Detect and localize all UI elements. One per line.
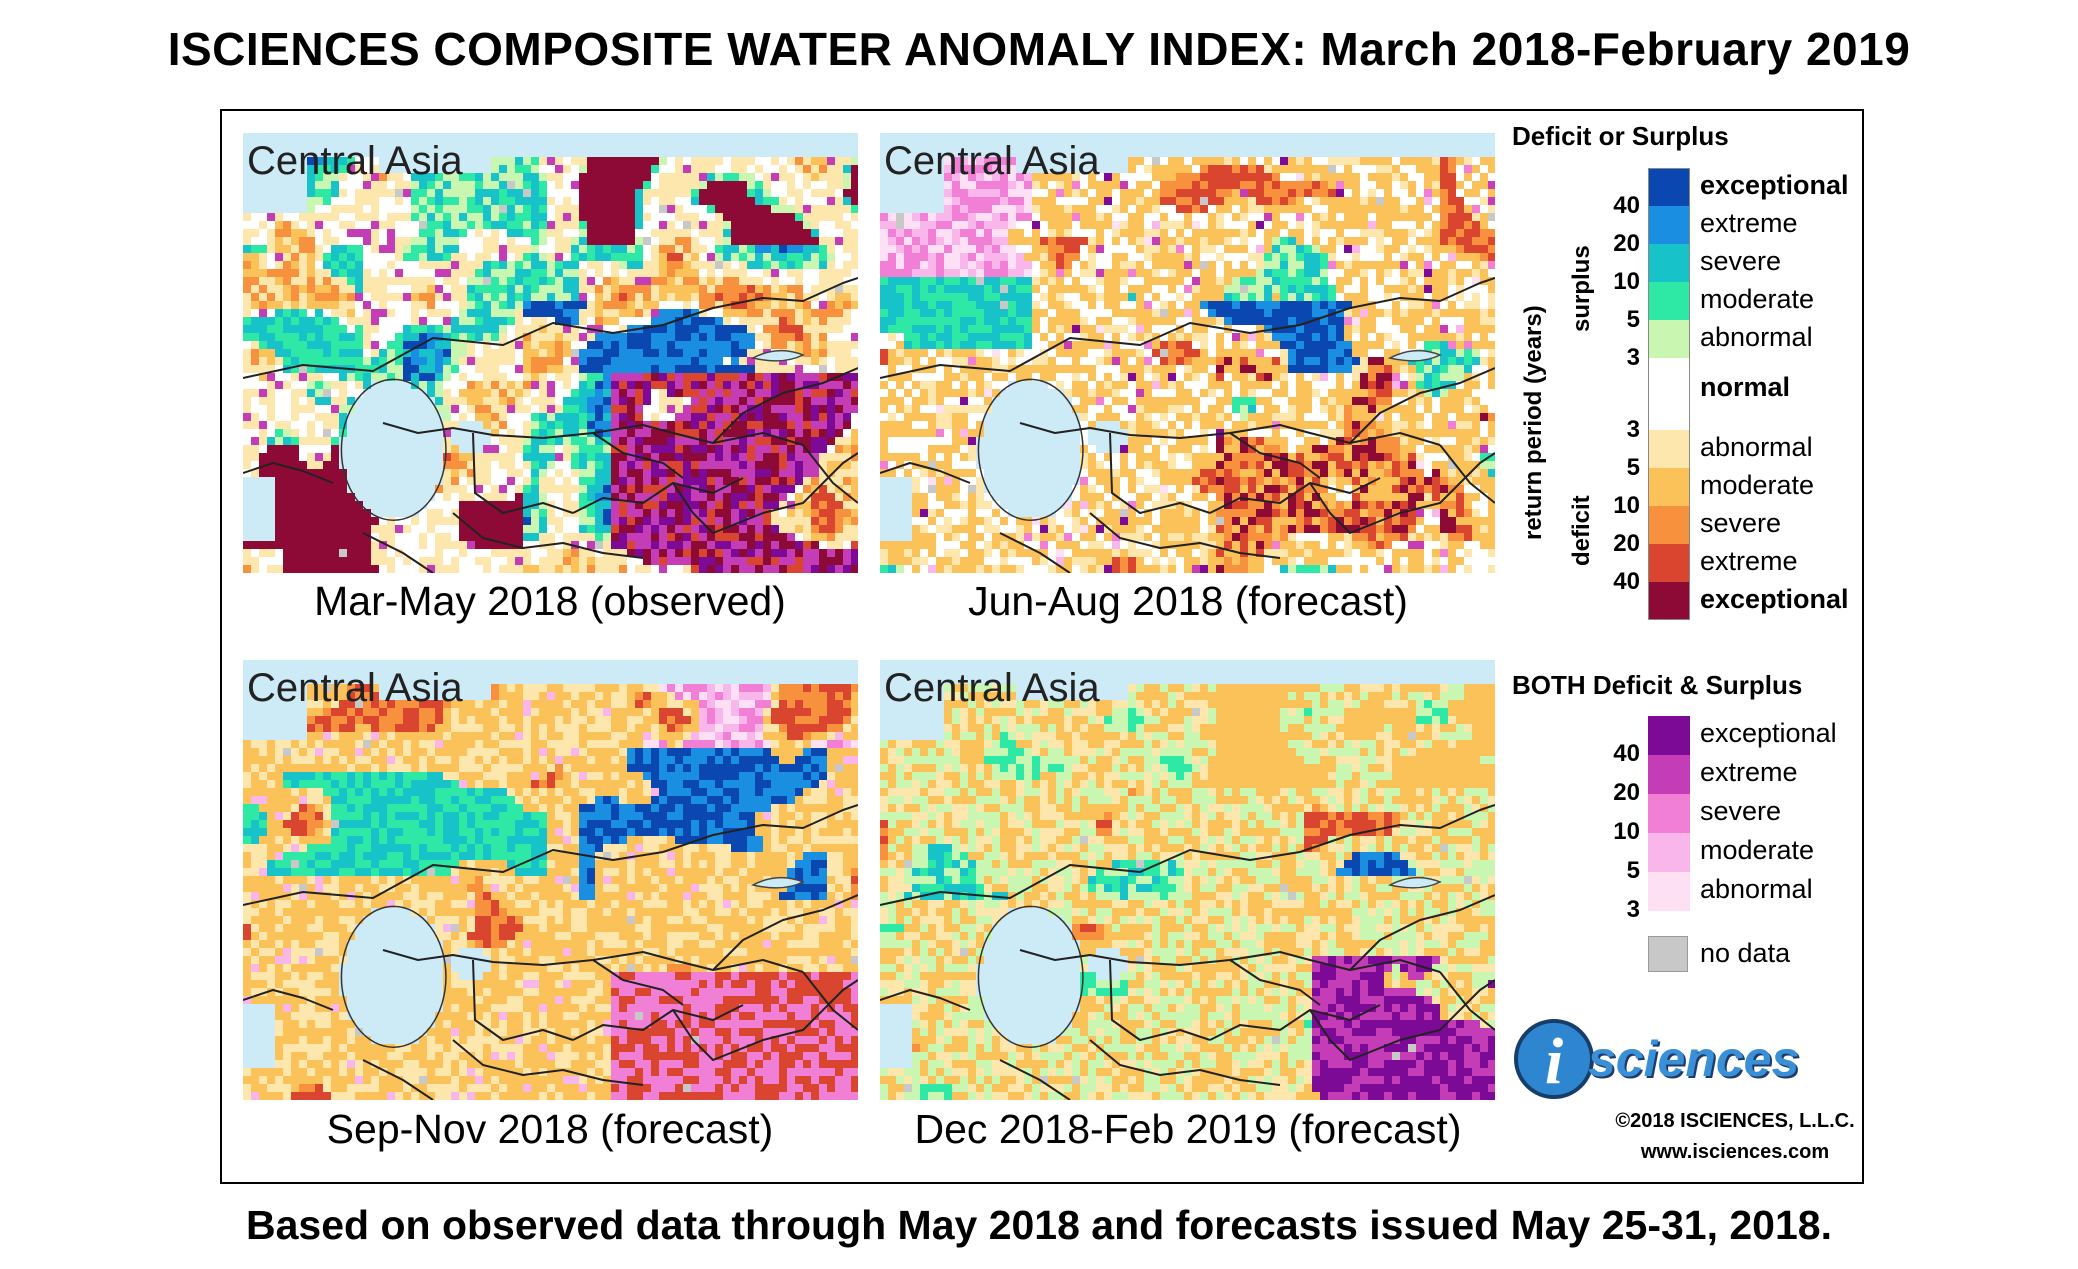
legend-swatch	[1648, 168, 1690, 206]
legend-both-title: BOTH Deficit & Surplus	[1512, 670, 1803, 700]
legend-swatch	[1648, 282, 1690, 320]
legend-tick: 10	[1613, 492, 1640, 519]
legend-label: extreme	[1700, 757, 1798, 787]
legend-swatch	[1648, 206, 1690, 244]
legend-label: moderate	[1700, 470, 1815, 500]
country-borders	[880, 277, 1495, 573]
anomaly-grid	[243, 133, 858, 573]
legend-label: exceptional	[1700, 584, 1849, 614]
legend-label: severe	[1700, 246, 1782, 276]
anomaly-map	[243, 133, 858, 573]
legend-tick: 40	[1613, 568, 1640, 595]
legend-axis-label: return period (years)	[1520, 305, 1547, 540]
legend-tick: 10	[1613, 818, 1640, 845]
anomaly-map	[880, 133, 1495, 573]
legend-label: exceptional	[1700, 718, 1837, 748]
region-label: Central Asia	[884, 666, 1100, 710]
legend-swatch	[1648, 872, 1690, 911]
caspian-sea-outline	[977, 378, 1084, 521]
logo-circle-icon	[1514, 1019, 1594, 1099]
country-borders	[243, 277, 858, 573]
legend-tick: 40	[1613, 192, 1640, 219]
panel-caption: Dec 2018-Feb 2019 (forecast)	[914, 1106, 1462, 1152]
isciences-logo: i	[1514, 1019, 1594, 1099]
caspian-sea-outline	[340, 378, 447, 521]
caspian-sea-outline	[340, 905, 447, 1048]
legend-swatch	[1648, 544, 1690, 582]
legend-swatch	[1648, 430, 1690, 468]
legend-tick: 5	[1626, 857, 1640, 884]
legend-label: extreme	[1700, 208, 1798, 238]
lake-balkhash-outline	[1387, 876, 1442, 889]
region-label: Central Asia	[247, 666, 463, 710]
legend-label: normal	[1700, 372, 1791, 402]
region-label: Central Asia	[247, 139, 463, 183]
map-panel-jun-aug: Central Asia	[880, 133, 1495, 573]
legend-swatch	[1648, 833, 1690, 872]
legend-tick: 3	[1626, 416, 1640, 443]
caspian-sea-outline	[977, 905, 1084, 1048]
legend-tick: 20	[1613, 230, 1640, 257]
footer-note: Based on observed data through May 2018 …	[246, 1202, 1832, 1248]
legend-label: abnormal	[1700, 432, 1813, 462]
legend-label: severe	[1700, 796, 1782, 826]
legend-deficit-label: deficit	[1568, 495, 1595, 566]
legend-tick: 40	[1613, 740, 1640, 767]
legend-swatch	[1648, 582, 1690, 620]
map-panel-dec-feb: Central Asia	[880, 660, 1495, 1100]
country-borders	[243, 804, 858, 1100]
legend-tick: 20	[1613, 779, 1640, 806]
legend-swatch	[1648, 716, 1690, 755]
anomaly-grid	[880, 133, 1495, 573]
legend-tick: 20	[1613, 530, 1640, 557]
panel-caption: Jun-Aug 2018 (forecast)	[968, 578, 1408, 624]
website: www.isciences.com	[1640, 1141, 1830, 1163]
legend-title: Deficit or Surplus	[1512, 121, 1729, 151]
legend-outline	[1648, 168, 1690, 620]
logo-wordmark: sciences	[1588, 1031, 1800, 1087]
map-panel-sep-nov: Central Asia	[243, 660, 858, 1100]
legend-swatch	[1648, 794, 1690, 833]
anomaly-grid	[880, 660, 1495, 1100]
map-title: ISCIENCES COMPOSITE WATER ANOMALY INDEX:…	[167, 23, 1911, 75]
legend-swatch	[1648, 506, 1690, 544]
region-label: Central Asia	[884, 139, 1100, 183]
anomaly-map	[880, 660, 1495, 1100]
legend-tick: 3	[1626, 896, 1640, 923]
legend-label: abnormal	[1700, 874, 1813, 904]
lake-balkhash-outline	[1387, 349, 1442, 362]
legend-label: abnormal	[1700, 322, 1813, 352]
legend-label: extreme	[1700, 546, 1798, 576]
legend-swatch	[1648, 320, 1690, 358]
lake-balkhash-outline	[750, 349, 805, 362]
legend-label: moderate	[1700, 284, 1815, 314]
legend-label: exceptional	[1700, 170, 1849, 200]
no-data-swatch	[1648, 936, 1688, 972]
legend-label: severe	[1700, 508, 1782, 538]
anomaly-map	[243, 660, 858, 1100]
anomaly-grid	[243, 660, 858, 1100]
legend-tick: 10	[1613, 268, 1640, 295]
legend-swatch	[1648, 468, 1690, 506]
legend-tick: 5	[1626, 454, 1640, 481]
legend-swatch	[1648, 244, 1690, 282]
copyright: ©2018 ISCIENCES, L.L.C.	[1615, 1110, 1855, 1132]
no-data-label: no data	[1700, 938, 1791, 968]
legend-surplus-label: surplus	[1568, 245, 1595, 332]
panel-caption: Mar-May 2018 (observed)	[314, 578, 786, 624]
legend-swatch	[1648, 755, 1690, 794]
country-borders	[880, 804, 1495, 1100]
lake-balkhash-outline	[750, 876, 805, 889]
map-frame	[220, 109, 1864, 1184]
legend-tick: 3	[1626, 344, 1640, 371]
map-panel-mar-may: Central Asia	[243, 133, 858, 573]
legend-tick: 5	[1626, 306, 1640, 333]
legend-label: moderate	[1700, 835, 1815, 865]
panel-caption: Sep-Nov 2018 (forecast)	[326, 1106, 774, 1152]
